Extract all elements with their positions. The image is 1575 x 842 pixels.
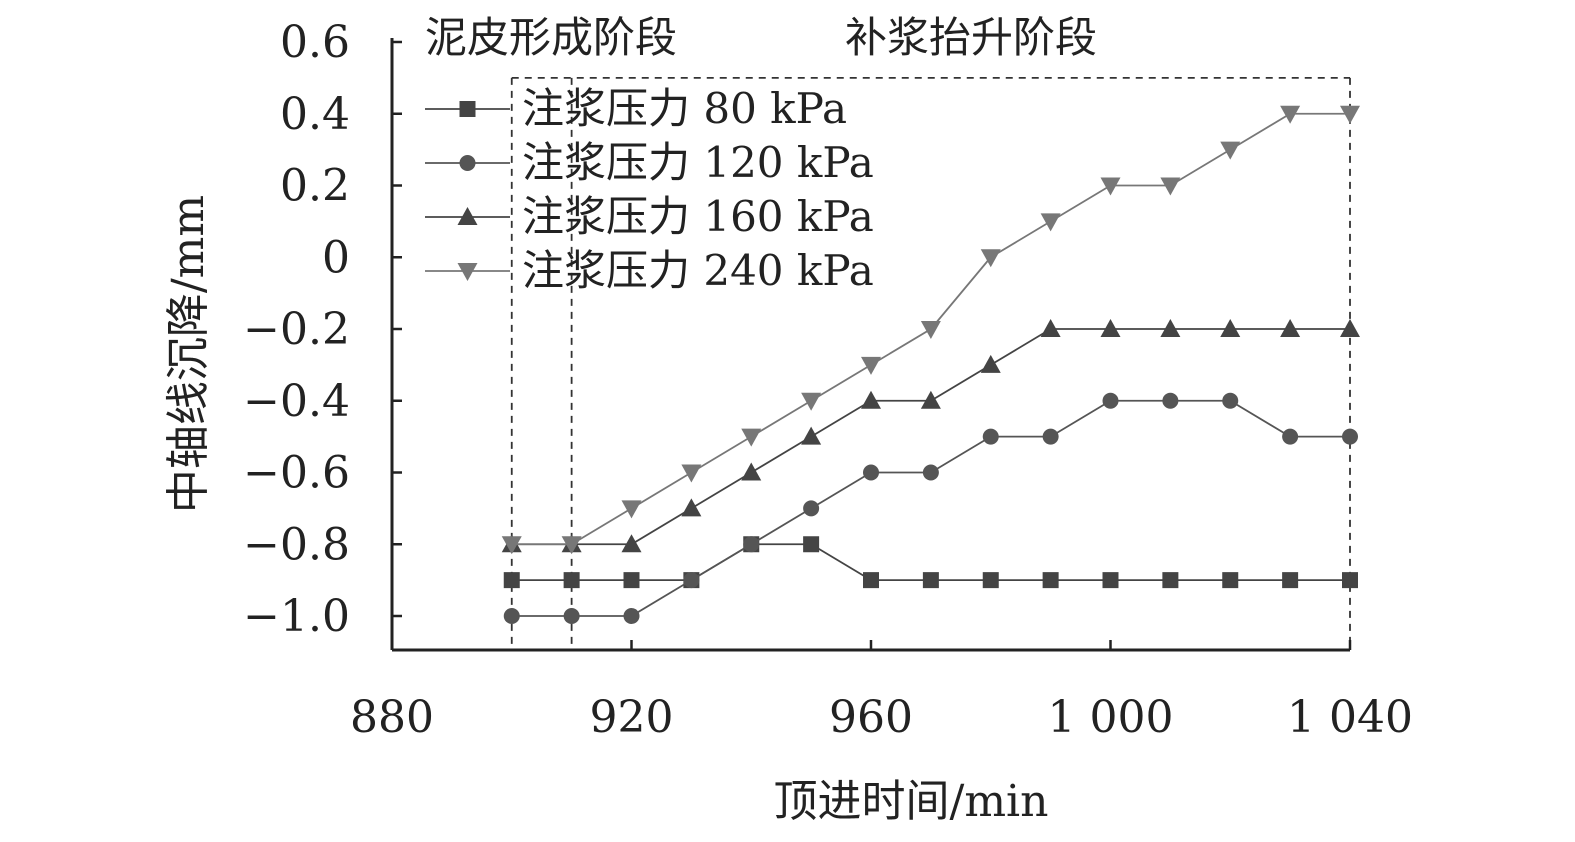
y-tick-label: −0.6 (243, 448, 350, 499)
annotation-grout-lift-stage: 补浆抬升阶段 (845, 13, 1097, 62)
data-point (1162, 572, 1179, 589)
data-point (1282, 428, 1299, 445)
data-point (1282, 572, 1299, 589)
series-3 (501, 105, 1360, 555)
data-point (623, 608, 640, 624)
y-tick-label: 0.4 (280, 89, 350, 140)
data-point (1340, 319, 1360, 337)
y-tick-label: 0.6 (280, 17, 350, 68)
legend-entry: 注浆压力 80 kPa (425, 84, 847, 133)
data-point (681, 498, 702, 517)
data-point (863, 464, 879, 481)
data-point (801, 392, 822, 411)
data-point (920, 321, 941, 339)
data-point (803, 536, 820, 553)
data-point (1042, 428, 1059, 445)
data-point (982, 428, 999, 445)
legend-label: 注浆压力 120 kPa (522, 138, 874, 187)
data-point (922, 572, 939, 589)
data-point (861, 390, 881, 409)
data-point (621, 534, 642, 553)
data-point (503, 572, 520, 589)
legend-label: 注浆压力 80 kPa (522, 84, 847, 133)
data-point (863, 572, 879, 589)
data-point (982, 572, 999, 589)
legend-entry: 注浆压力 120 kPa (425, 138, 874, 187)
data-point (1040, 319, 1061, 337)
stage-boxes (510, 76, 1351, 650)
data-point (861, 356, 881, 375)
legend-marker (457, 263, 478, 281)
data-point (1162, 392, 1179, 409)
data-point (743, 536, 760, 553)
legend-marker (459, 155, 476, 171)
series-2 (501, 319, 1360, 553)
data-point (1280, 319, 1301, 337)
data-point (920, 390, 941, 409)
data-point (1222, 392, 1239, 409)
data-point (1160, 177, 1181, 196)
data-point (1102, 572, 1119, 589)
legend-marker (457, 207, 478, 225)
y-tick-label: 0.2 (280, 161, 350, 212)
y-tick-label: −1.0 (243, 591, 350, 642)
data-point (1280, 105, 1301, 124)
data-point (1342, 428, 1358, 445)
data-point (1040, 213, 1061, 232)
annotation-mud-skin-stage: 泥皮形成阶段 (425, 13, 677, 62)
x-axis-title: 顶进时间/min (774, 776, 1049, 827)
y-tick-label: −0.8 (243, 519, 350, 570)
data-point (1100, 319, 1121, 337)
data-point (980, 354, 1001, 373)
data-point (623, 572, 640, 589)
data-point (1102, 392, 1119, 409)
y-tick-label: −0.2 (243, 304, 350, 355)
data-point (1342, 572, 1358, 589)
data-point (621, 500, 642, 519)
data-point (1220, 319, 1241, 337)
legend-label: 注浆压力 160 kPa (522, 192, 874, 241)
x-tick-label: 880 (350, 692, 434, 743)
data-point (803, 500, 820, 517)
data-point (501, 536, 522, 555)
data-point (1100, 177, 1121, 196)
data-point (563, 572, 580, 589)
series-layer (501, 105, 1360, 624)
legend-entry: 注浆压力 240 kPa (425, 246, 874, 295)
x-tick-label: 1 000 (1048, 692, 1174, 743)
data-point (1340, 105, 1360, 124)
legend: 注浆压力 80 kPa 注浆压力 120 kPa 注浆压力 160 kPa 注浆压力 … (425, 84, 874, 295)
data-point (741, 462, 762, 481)
data-point (922, 464, 939, 481)
data-point (801, 426, 822, 445)
data-point (503, 608, 520, 624)
x-tick-label: 1 040 (1287, 692, 1413, 743)
x-tick-label: 960 (829, 692, 913, 743)
data-point (681, 464, 702, 483)
data-point (1160, 319, 1181, 337)
data-point (1222, 572, 1239, 589)
data-point (561, 536, 582, 555)
series-1 (503, 392, 1358, 624)
y-tick-label: −0.4 (243, 376, 350, 427)
data-point (980, 249, 1001, 268)
x-tick-label: 920 (590, 692, 674, 743)
data-point (741, 428, 762, 447)
legend-entry: 注浆压力 160 kPa (425, 192, 874, 241)
data-point (1042, 572, 1059, 589)
series-line (511, 328, 1350, 546)
y-tick-label: 0 (322, 232, 350, 283)
legend-marker (459, 101, 476, 117)
y-axis-title: 中轴线沉降/mm (163, 195, 214, 513)
data-point (563, 608, 580, 624)
annotations: 泥皮形成阶段 补浆抬升阶段 (425, 13, 1097, 62)
data-point (683, 572, 700, 589)
data-point (1220, 141, 1241, 160)
legend-label: 注浆压力 240 kPa (522, 246, 874, 295)
